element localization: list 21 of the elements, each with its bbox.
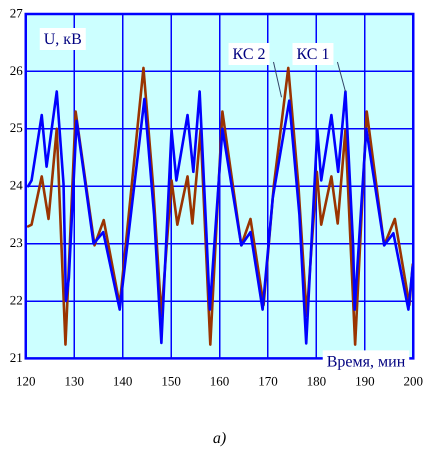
x-tick-label: 140 — [112, 374, 132, 389]
x-tick-label: 160 — [210, 374, 230, 389]
x-tick-label: 170 — [258, 374, 278, 389]
y-tick-label: 23 — [10, 235, 23, 250]
x-tick-label: 150 — [161, 374, 181, 389]
y-tick-label: 26 — [10, 62, 24, 78]
y-tick-label: 21 — [10, 350, 23, 365]
x-tick-label: 190 — [355, 374, 375, 389]
y-tick-label: 24 — [10, 178, 24, 193]
y-axis-title: U, кВ — [44, 31, 82, 48]
annotation: КС 2 — [232, 46, 266, 64]
y-tick-label: 27 — [10, 5, 24, 20]
x-tick-label: 130 — [64, 374, 84, 389]
y-tick-label: 22 — [10, 292, 23, 308]
y-tick-label: 25 — [10, 120, 23, 136]
annotation: КС 1 — [296, 46, 330, 64]
text: а) — [212, 430, 228, 448]
x-tick-label: 200 — [404, 374, 423, 389]
x-tick-label: 120 — [16, 374, 36, 389]
x-axis-title: Время, мин — [326, 354, 406, 371]
x-tick-label: 180 — [306, 374, 326, 389]
